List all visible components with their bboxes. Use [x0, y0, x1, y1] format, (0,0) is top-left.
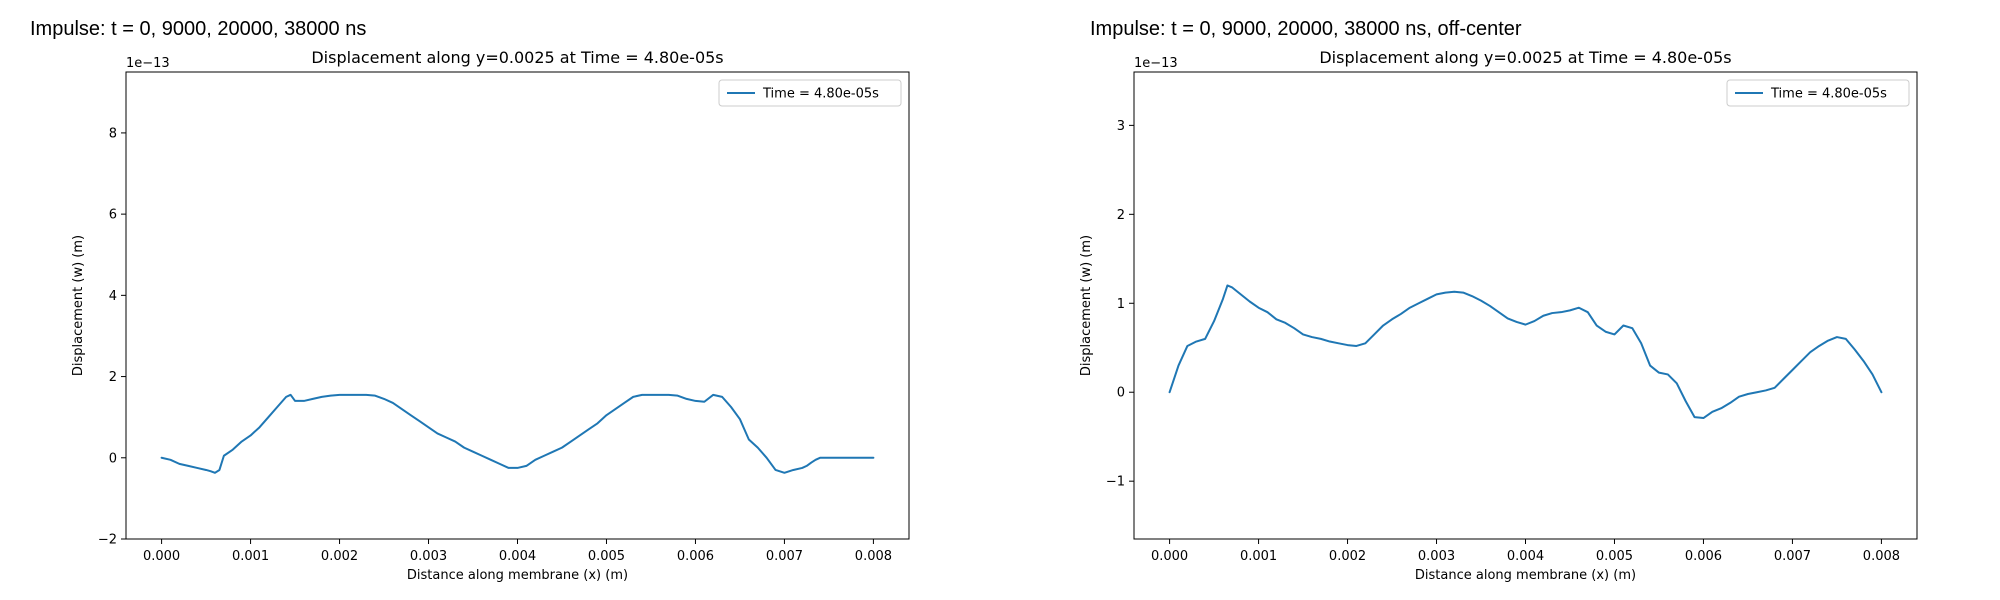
chart1-y-tick-label: 6	[109, 208, 117, 223]
chart2-x-tick-label: 0.008	[1863, 549, 1900, 564]
chart2-x-axis-label: Distance along membrane (x) (m)	[1415, 568, 1636, 583]
chart2-x-tick-label: 0.007	[1774, 549, 1811, 564]
chart1-x-tick-label: 0.003	[410, 549, 447, 564]
chart2-x-tick-label: 0.000	[1151, 549, 1188, 564]
chart2-x-tick-label: 0.003	[1418, 549, 1455, 564]
chart2-y-scale-label: 1e−13	[1134, 56, 1178, 71]
chart2-y-tick-label: 1	[1117, 297, 1125, 312]
chart1-x-tick-label: 0.006	[677, 549, 714, 564]
chart1-x-tick-label: 0.000	[143, 549, 180, 564]
chart2-x-tick-label: 0.005	[1596, 549, 1633, 564]
chart1-legend-label-0: Time = 4.80e-05s	[762, 87, 879, 102]
chart2-title: Displacement along y=0.0025 at Time = 4.…	[1319, 48, 1731, 67]
chart1-x-tick-label: 0.001	[232, 549, 269, 564]
chart2-y-tick-label: 2	[1117, 208, 1125, 223]
figure-suptitle-left: Impulse: t = 0, 9000, 20000, 38000 ns	[30, 18, 367, 40]
chart1-y-tick-label: −2	[98, 533, 117, 548]
chart2-group: 0.000 0.001 0.002 0.003 0.004 0.005 0.006 0.007…	[1079, 48, 1918, 583]
chart2-x-tick-label: 0.002	[1329, 549, 1366, 564]
chart1-y-tick-label: 0	[109, 451, 117, 466]
chart1-x-tick-label: 0.005	[588, 549, 625, 564]
chart1-series-line-0	[160, 393, 875, 474]
chart2-legend-label-0: Time = 4.80e-05s	[1770, 87, 1887, 102]
chart1-y-scale-label: 1e−13	[126, 56, 170, 71]
figure-suptitle-right: Impulse: t = 0, 9000, 20000, 38000 ns, o…	[1090, 18, 1522, 40]
chart1-x-axis-label: Distance along membrane (x) (m)	[407, 568, 628, 583]
chart1-group: 0.000 0.001 0.002 0.003 0.004 0.005 0.006 0.007…	[71, 48, 910, 583]
chart1-legend-box	[718, 79, 902, 107]
chart2-y-tick-label: 0	[1117, 386, 1125, 401]
chart1-x-tick-label: 0.002	[321, 549, 358, 564]
chart2-axes-frame	[1133, 71, 1918, 540]
chart1-title: Displacement along y=0.0025 at Time = 4.…	[311, 48, 723, 67]
chart1-axes-frame	[125, 71, 910, 540]
chart1-y-tick-label: 2	[109, 370, 117, 385]
chart2-x-tick-label: 0.001	[1240, 549, 1277, 564]
chart2-x-tick-label: 0.006	[1685, 549, 1722, 564]
chart1-x-tick-label: 0.007	[766, 549, 803, 564]
chart1-y-tick-label: 8	[109, 126, 117, 141]
chart1-y-axis-label: Displacement (w) (m)	[71, 235, 86, 376]
chart2-y-axis-label: Displacement (w) (m)	[1079, 235, 1094, 376]
chart2-series-line-0	[1168, 284, 1883, 420]
chart2-legend-box	[1726, 79, 1910, 107]
chart2-y-tick-label: −1	[1106, 475, 1125, 490]
chart2-y-tick-label: 3	[1117, 119, 1125, 134]
chart1-y-tick-label: 4	[109, 289, 117, 304]
chart2-x-tick-label: 0.004	[1507, 549, 1544, 564]
chart1-x-tick-label: 0.008	[855, 549, 892, 564]
chart1-x-tick-label: 0.004	[499, 549, 536, 564]
